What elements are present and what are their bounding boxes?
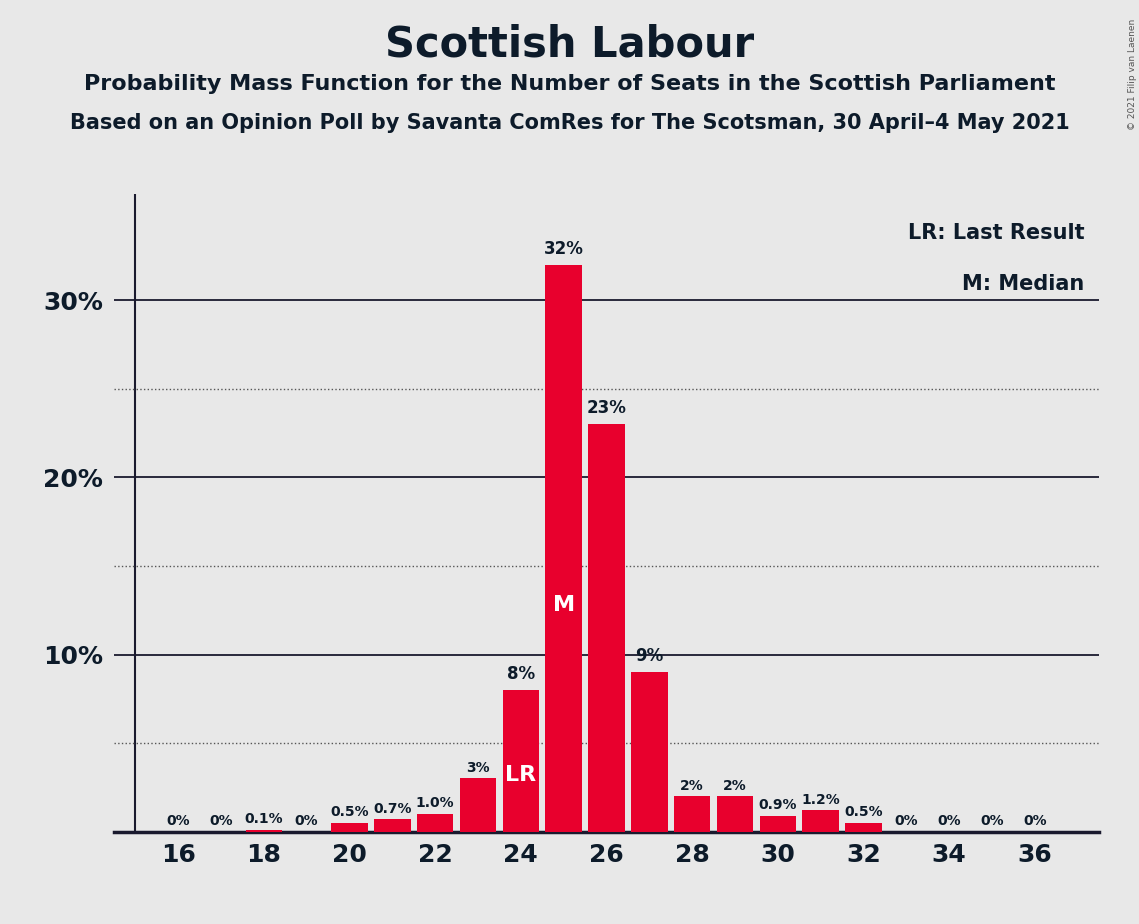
Text: 0.1%: 0.1% <box>245 812 284 826</box>
Bar <box>674 796 711 832</box>
Text: 32%: 32% <box>543 240 583 258</box>
Text: 0%: 0% <box>1023 814 1047 828</box>
Text: 0%: 0% <box>981 814 1003 828</box>
Text: 8%: 8% <box>507 665 535 683</box>
Bar <box>760 816 796 832</box>
Text: 0%: 0% <box>166 814 190 828</box>
Text: M: M <box>552 595 575 614</box>
Text: © 2021 Filip van Laenen: © 2021 Filip van Laenen <box>1128 18 1137 129</box>
Text: Scottish Labour: Scottish Labour <box>385 23 754 65</box>
Bar <box>546 265 582 832</box>
Text: 0.7%: 0.7% <box>374 802 411 816</box>
Text: M: Median: M: Median <box>962 274 1084 294</box>
Bar <box>331 822 368 832</box>
Bar <box>417 814 453 832</box>
Text: 0.5%: 0.5% <box>844 805 883 820</box>
Text: 3%: 3% <box>466 761 490 775</box>
Bar <box>502 690 539 832</box>
Text: 0%: 0% <box>295 814 319 828</box>
Text: 0.9%: 0.9% <box>759 798 797 812</box>
Text: 9%: 9% <box>636 647 664 665</box>
Text: 1.2%: 1.2% <box>802 793 841 807</box>
Bar <box>460 778 497 832</box>
Bar <box>589 424 624 832</box>
Bar <box>631 673 667 832</box>
Text: 1.0%: 1.0% <box>416 796 454 810</box>
Bar <box>716 796 753 832</box>
Text: Based on an Opinion Poll by Savanta ComRes for The Scotsman, 30 April–4 May 2021: Based on an Opinion Poll by Savanta ComR… <box>69 113 1070 133</box>
Text: LR: Last Result: LR: Last Result <box>908 223 1084 243</box>
Bar <box>246 830 282 832</box>
Text: LR: LR <box>506 765 536 784</box>
Bar <box>845 822 882 832</box>
Text: 0%: 0% <box>894 814 918 828</box>
Bar <box>374 820 410 832</box>
Text: 0.5%: 0.5% <box>330 805 369 820</box>
Text: 0%: 0% <box>937 814 961 828</box>
Bar <box>803 810 839 832</box>
Text: 23%: 23% <box>587 399 626 418</box>
Text: 2%: 2% <box>723 779 747 793</box>
Text: 0%: 0% <box>210 814 232 828</box>
Text: Probability Mass Function for the Number of Seats in the Scottish Parliament: Probability Mass Function for the Number… <box>84 74 1055 94</box>
Text: 2%: 2% <box>680 779 704 793</box>
